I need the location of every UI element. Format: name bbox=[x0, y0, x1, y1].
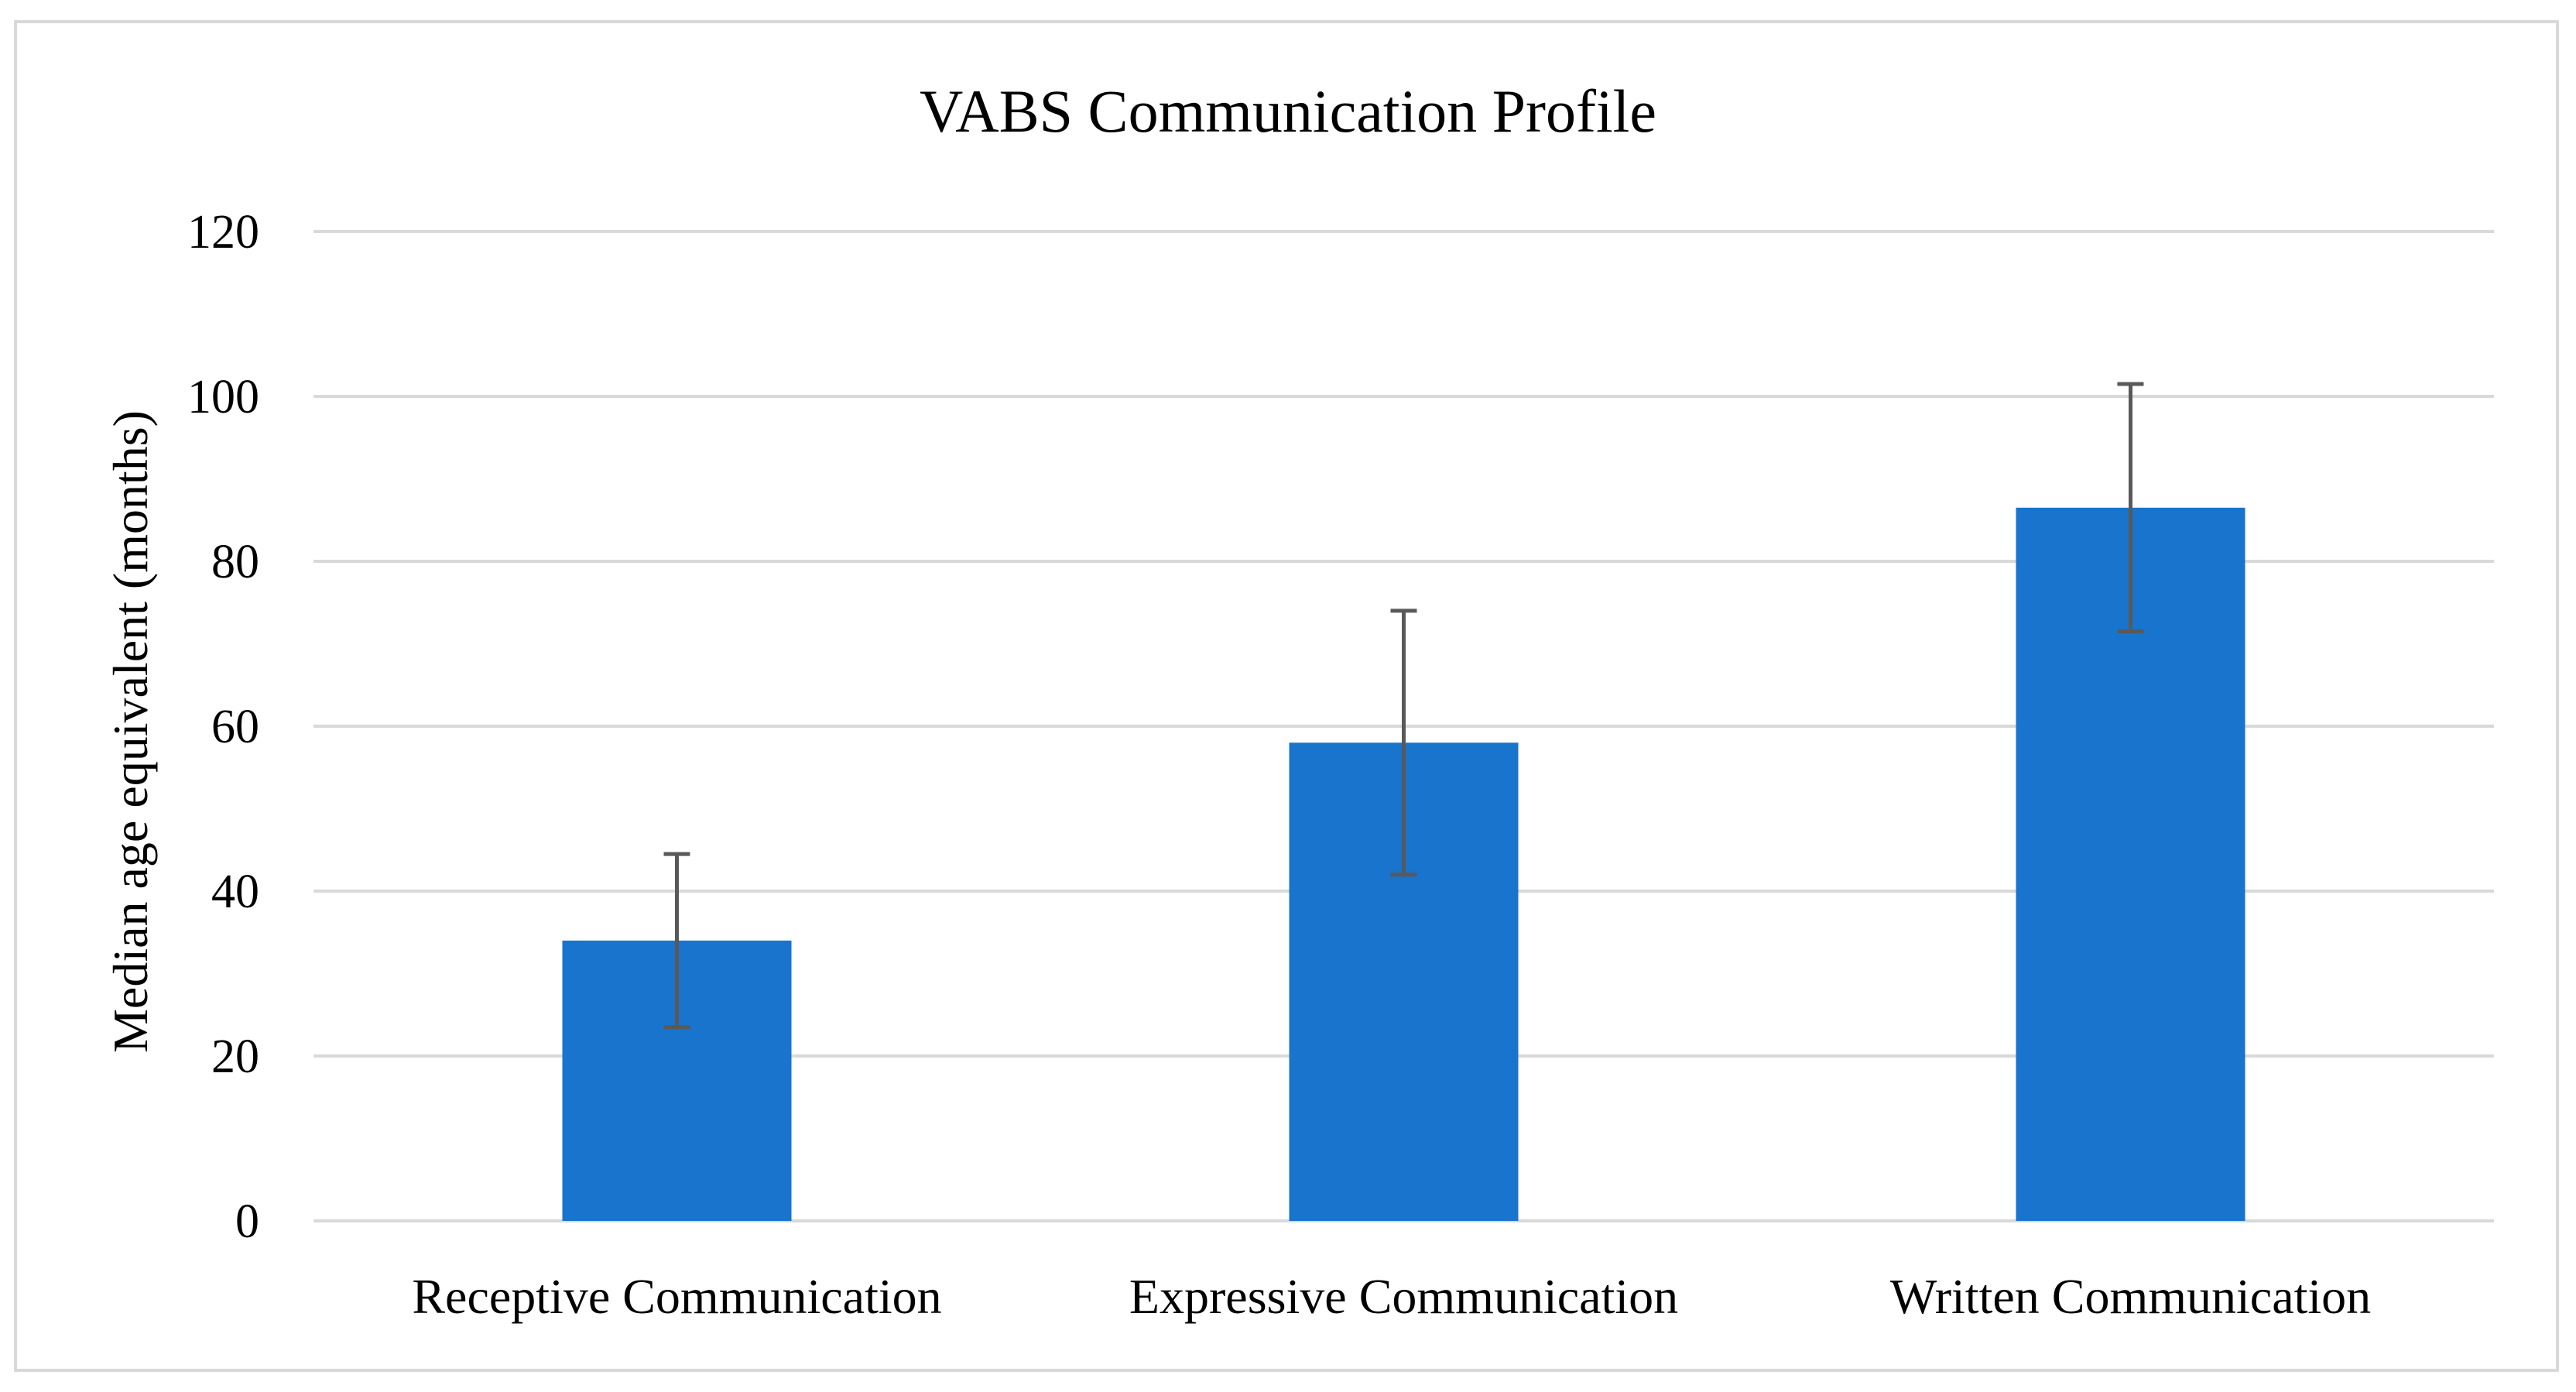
category-label: Expressive Communication bbox=[1129, 1269, 1678, 1324]
error-bars bbox=[663, 382, 2144, 1030]
error-bar bbox=[1390, 609, 1417, 877]
category-labels: Receptive Communication Expressive Commun… bbox=[412, 1269, 2371, 1324]
y-tick-label: 100 bbox=[187, 371, 259, 423]
y-tick-labels: 0 20 40 60 80 100 120 bbox=[187, 206, 259, 1248]
error-bar bbox=[2117, 382, 2144, 634]
y-tick-label: 60 bbox=[211, 701, 259, 753]
category-label: Receptive Communication bbox=[412, 1269, 941, 1324]
chart-title: VABS Communication Profile bbox=[920, 77, 1656, 145]
y-tick-label: 40 bbox=[211, 866, 259, 918]
y-tick-label: 0 bbox=[235, 1195, 259, 1248]
category-label: Written Communication bbox=[1890, 1269, 2371, 1324]
error-bar bbox=[663, 852, 690, 1030]
y-tick-label: 80 bbox=[211, 536, 259, 588]
y-axis-title: Median age equivalent (months) bbox=[103, 410, 158, 1053]
y-tick-label: 120 bbox=[187, 206, 259, 259]
y-tick-label: 20 bbox=[211, 1030, 259, 1083]
